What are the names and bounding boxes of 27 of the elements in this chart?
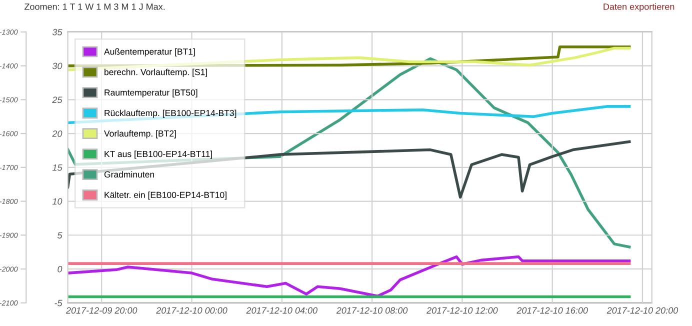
y-tick-label: -5 [54,300,62,306]
y-tick-label: 15 [52,164,62,171]
y-tick-label: 20 [52,130,62,137]
legend-label: Rücklauftemp. [EB100-EP14-BT3] [104,110,236,118]
x-tick-label: 2017-12-10 04:00 [246,307,318,314]
x-tick-label: 2017-12-09 20:00 [66,307,138,314]
line-series [68,255,631,298]
text: Zoomen: 1 T 1 W 1 M 3 M 1 J Max. [24,4,165,10]
legend-label: Außentemperatur [BT1] [104,48,195,56]
y-tick-label: 35 [52,28,62,36]
y-tick-label: 0 [58,266,62,272]
x-tick-label: 2017-12-10 12:00 [426,307,498,314]
y-tick-label: 10 [52,198,62,205]
y-tick-label: 30 [52,62,62,70]
text: Daten exportieren [604,3,674,12]
x-tick-label: 2017-12-10 00:00 [156,307,228,314]
y-tick-label: 5 [57,232,62,238]
legend-label: Raumtemperatur [BT50] [104,89,198,98]
legend-label: berechn. Vorlauftemp. [S1] [104,68,207,77]
x-tick-label: 2017-12-10 20:00 [606,307,678,314]
legend-label: Vorlauftemp. [BT2] [104,130,176,138]
x-tick-label: 2017-12-10 08:00 [336,307,408,314]
y-tick-label: 25 [52,96,62,104]
legend-label: Gradminuten [104,171,154,178]
legend-label: Kältetr. ein [EB100-EP14-BT10] [104,192,226,200]
x-tick-label: 2017-12-10 16:00 [516,307,588,314]
legend-label: KT aus [EB100-EP14-BT11] [104,150,212,159]
